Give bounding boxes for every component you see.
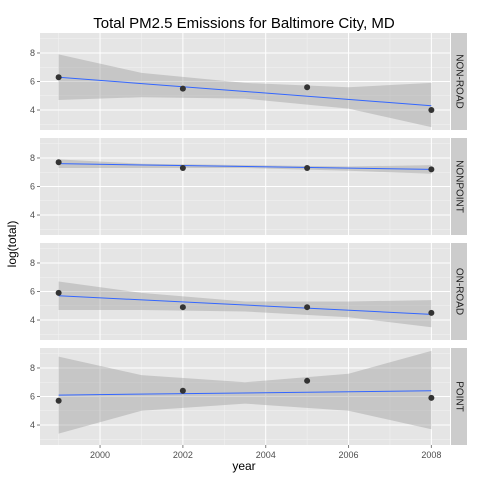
data-point [55, 159, 62, 166]
regression-line [58, 390, 432, 396]
data-point [304, 84, 311, 91]
y-tick-label: 6 [30, 392, 35, 402]
data-point [428, 107, 435, 114]
data-point [55, 74, 62, 81]
facet-strip [451, 243, 467, 340]
data-point [304, 164, 311, 171]
facet-panels: 4 6 8 NON-ROAD 4 6 8 NONPOINT 4 6 8 ON-ROAD 4 6 8 POINT [30, 33, 467, 445]
x-axis: 2000 2002 2004 2006 2008 [90, 445, 441, 460]
data-point [55, 397, 62, 404]
data-point [179, 164, 186, 171]
data-point [179, 85, 186, 92]
confidence-band [58, 350, 432, 434]
y-tick-label: 4 [30, 210, 35, 220]
regression-line [58, 163, 432, 170]
facet-strip-label: NONPOINT [453, 160, 464, 213]
facet-strip-label: NON-ROAD [453, 54, 464, 108]
data-point [179, 304, 186, 311]
y-tick-label: 8 [30, 258, 35, 268]
facet-strip [451, 33, 467, 130]
regression-line [58, 295, 432, 315]
y-tick-label: 8 [30, 363, 35, 373]
y-axis-title: log(total) [5, 221, 19, 268]
facet-strip-label: ON-ROAD [453, 268, 464, 315]
facet-strip-label: POINT [453, 381, 464, 412]
y-tick-label: 4 [30, 420, 35, 430]
x-tick-label: 2006 [339, 450, 359, 460]
data-point [55, 289, 62, 296]
data-point [179, 387, 186, 394]
facet-strip [451, 138, 467, 235]
confidence-band [58, 54, 432, 128]
facet-panel: 4 6 8 ON-ROAD [30, 243, 467, 340]
data-point [428, 309, 435, 316]
facet-panel: 4 6 8 NON-ROAD [30, 33, 467, 130]
facet-panel: 4 6 8 POINT [30, 348, 467, 445]
x-axis-title: year [232, 459, 255, 473]
y-tick-label: 8 [30, 48, 35, 58]
data-point [428, 166, 435, 173]
x-tick-label: 2008 [421, 450, 441, 460]
y-tick-label: 4 [30, 315, 35, 325]
chart-title: Total PM2.5 Emissions for Baltimore City… [93, 15, 395, 32]
facet-strip [451, 348, 467, 445]
regression-line [58, 76, 432, 107]
y-tick-label: 6 [30, 77, 35, 87]
x-tick-label: 2004 [256, 450, 276, 460]
confidence-band [58, 281, 432, 328]
y-tick-label: 4 [30, 105, 35, 115]
x-tick-label: 2002 [173, 450, 193, 460]
y-tick-label: 6 [30, 182, 35, 192]
x-tick-label: 2000 [90, 450, 110, 460]
y-tick-label: 8 [30, 153, 35, 163]
data-point [304, 377, 311, 384]
data-point [428, 394, 435, 401]
y-tick-label: 6 [30, 287, 35, 297]
facet-panel: 4 6 8 NONPOINT [30, 138, 467, 235]
data-point [304, 304, 311, 311]
